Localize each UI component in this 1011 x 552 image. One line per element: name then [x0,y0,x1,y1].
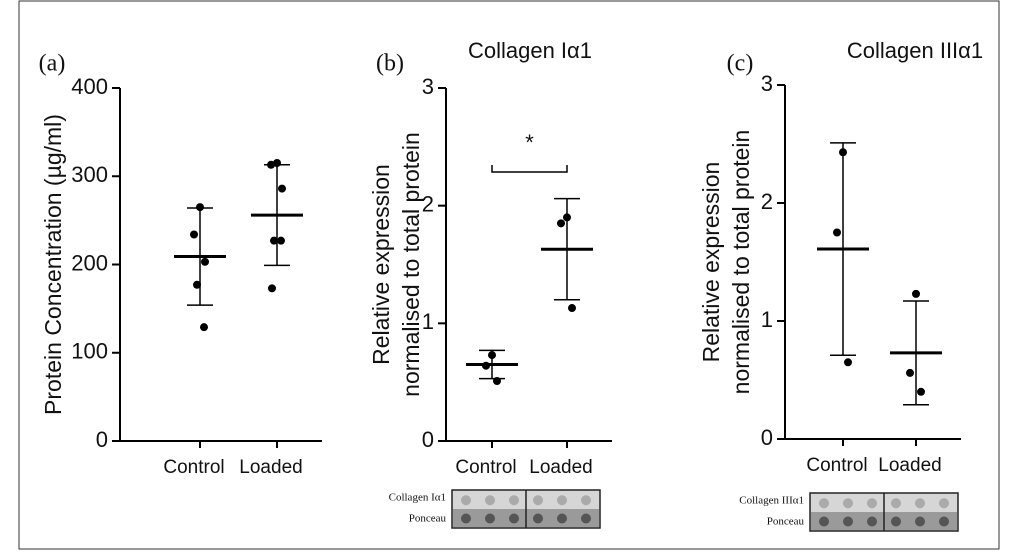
blot-dot [819,498,829,508]
x-tick-label: Control [455,457,516,478]
y-tick-label: 0 [96,427,108,452]
blot-dot [939,517,949,527]
blot-dot [461,514,471,524]
data-point [912,290,920,298]
data-point [278,185,286,193]
y-tick-label: 200 [71,250,108,275]
x-tick-label: Loaded [878,455,941,476]
data-point [277,237,285,245]
data-point [557,219,565,227]
y-axis-label: normalised to total protein [398,132,424,397]
blot-label: Ponceau [409,513,447,525]
blot-dot [557,495,567,505]
data-point [568,304,576,312]
data-point [906,369,914,377]
y-axis-label: normalised to total protein [728,130,754,395]
panel-title: Collagen Iα1 [468,38,592,63]
data-point [844,358,852,366]
blot-dot [939,498,949,508]
data-point [201,258,209,266]
blot-dot [533,495,543,505]
y-tick-label: 3 [422,74,434,99]
data-point [268,284,276,292]
y-tick-label: 2 [422,191,434,216]
data-point [833,229,841,237]
y-tick-label: 400 [71,74,108,99]
y-tick-label: 0 [761,425,773,450]
y-tick-label: 3 [761,71,773,96]
blot-dot [581,495,591,505]
y-axis-label: Protein Concentration (µg/ml) [40,114,66,415]
blot-dot [485,514,495,524]
panel-label: (a) [39,51,66,77]
x-tick-label: Control [163,457,224,478]
blot-dot [843,517,853,527]
data-point [917,388,925,396]
blot-label: Collagen IIIα1 [739,495,804,507]
blot-dot [843,498,853,508]
y-tick-label: 1 [422,309,434,334]
y-axis-label: Relative expression [698,162,724,363]
blot-dot [915,517,925,527]
blot-dot [891,517,901,527]
panel-label: (b) [376,51,404,77]
significance-bracket [492,165,567,172]
panel-label: (c) [727,51,754,77]
blot-dot [867,517,877,527]
blot-dot [461,495,471,505]
panel-title: Collagen IIIα1 [847,38,983,63]
y-tick-label: 1 [761,307,773,332]
y-axis-label: Relative expression [368,164,394,365]
blot-dot [819,517,829,527]
blot-dot [581,514,591,524]
blot-dot [891,498,901,508]
data-point [200,323,208,331]
blot-dot [915,498,925,508]
y-tick-label: 2 [761,189,773,214]
figure: (a)Protein Concentration (µg/ml)01002003… [0,0,1011,552]
y-tick-label: 0 [422,427,434,452]
blot-label: Ponceau [767,516,805,528]
blot-label: Collagen Iα1 [389,492,446,504]
blot-dot [509,514,519,524]
y-tick-label: 100 [71,339,108,364]
blot-dot [509,495,519,505]
blot-dot [485,495,495,505]
blot-dot [533,514,543,524]
significance-label: * [525,130,534,155]
y-tick-label: 300 [71,162,108,187]
data-point [190,230,198,238]
x-tick-label: Loaded [239,457,302,478]
x-tick-label: Control [806,455,867,476]
x-tick-label: Loaded [529,457,592,478]
blot-dot [557,514,567,524]
blot-dot [867,498,877,508]
